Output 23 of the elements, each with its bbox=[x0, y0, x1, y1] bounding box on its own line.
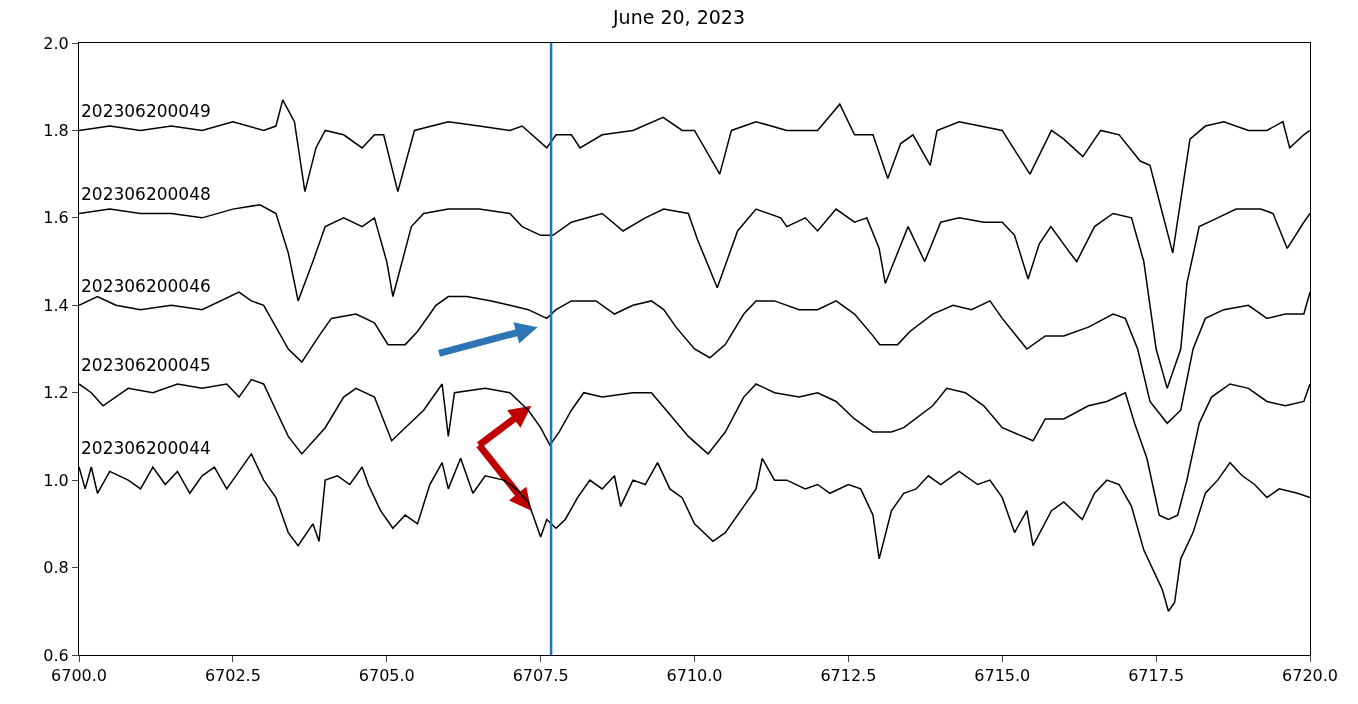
x-tick-label: 6705.0 bbox=[358, 666, 415, 686]
y-tick-label: 1.8 bbox=[43, 121, 69, 141]
x-tick-label: 6720.0 bbox=[1282, 666, 1338, 686]
series-label: 202306200048 bbox=[81, 184, 211, 204]
series-label: 202306200049 bbox=[81, 101, 211, 121]
x-tick-label: 6717.5 bbox=[1128, 666, 1185, 686]
x-tick-label: 6712.5 bbox=[820, 666, 877, 686]
y-tick-label: 2.0 bbox=[43, 33, 69, 53]
y-tick-label: 1.2 bbox=[43, 383, 69, 403]
series-label: 202306200046 bbox=[81, 276, 211, 296]
y-tick-label: 0.6 bbox=[43, 645, 69, 665]
x-tick-label: 6702.5 bbox=[204, 666, 261, 686]
y-tick-label: 1.4 bbox=[43, 295, 69, 315]
x-tick-label: 6715.0 bbox=[974, 666, 1031, 686]
x-tick-label: 6710.0 bbox=[666, 666, 723, 686]
y-tick-label: 0.8 bbox=[43, 558, 69, 578]
series-label: 202306200045 bbox=[81, 355, 211, 375]
x-tick-label: 6700.0 bbox=[51, 666, 107, 686]
x-tick-label: 6707.5 bbox=[512, 666, 569, 686]
chart-title: June 20, 2023 bbox=[611, 5, 746, 28]
y-tick-label: 1.0 bbox=[43, 470, 69, 490]
series-label: 202306200044 bbox=[81, 438, 211, 458]
y-tick-label: 1.6 bbox=[43, 208, 69, 228]
